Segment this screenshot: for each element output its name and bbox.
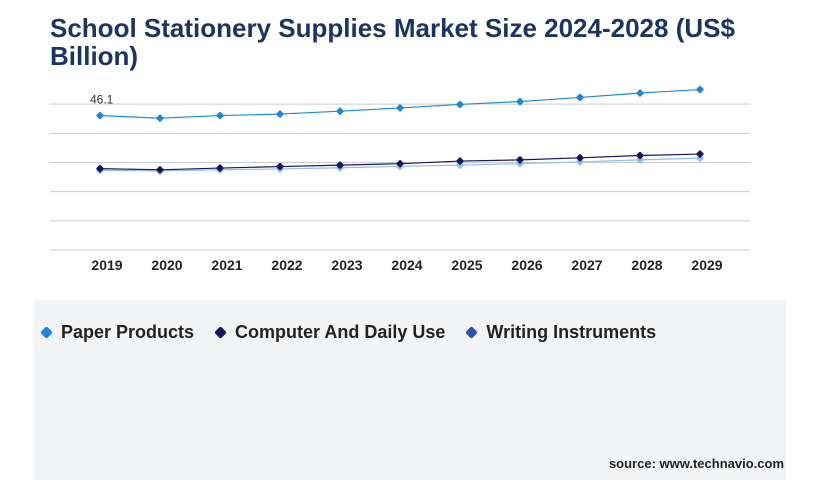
point-paper-products-2027 — [576, 93, 584, 102]
legend-item-paper-products: Paper Products — [38, 322, 194, 343]
x-tick-2022: 2022 — [271, 257, 302, 273]
point-paper-products-2028 — [636, 89, 644, 97]
x-tick-2025: 2025 — [451, 257, 482, 273]
point-computer-and-daily-use-2020 — [156, 166, 164, 174]
legend-item-writing-instruments: Writing Instruments — [463, 322, 656, 343]
x-tick-2026: 2026 — [511, 257, 542, 273]
x-axis-ticks: 2019 2020 2021 2022 2023 2024 2025 2026 2027 2028… — [91, 257, 722, 273]
legend-label-computer-and-daily-use: Computer And Daily Use — [235, 322, 446, 342]
x-tick-2028: 2028 — [631, 257, 662, 273]
point-computer-and-daily-use-2021 — [216, 164, 224, 172]
point-computer-and-daily-use-2023 — [336, 161, 344, 169]
point-computer-and-daily-use-2027 — [576, 154, 584, 162]
point-computer-and-daily-use-2019 — [96, 164, 104, 173]
point-paper-products-2026 — [516, 97, 524, 106]
point-paper-products-2022 — [276, 110, 284, 118]
x-tick-2019: 2019 — [91, 257, 122, 273]
legend-marker-paper-products — [40, 326, 53, 339]
x-tick-2029: 2029 — [691, 257, 722, 273]
point-computer-and-daily-use-2029 — [696, 150, 704, 158]
x-tick-2024: 2024 — [391, 257, 422, 273]
point-paper-products-2023 — [336, 107, 344, 115]
data-label-2019: 46.1 — [90, 93, 114, 107]
point-computer-and-daily-use-2022 — [276, 162, 284, 171]
series-lines — [99, 88, 701, 172]
series-points — [96, 85, 704, 175]
data-labels: 46.1 — [90, 93, 114, 107]
point-paper-products-2021 — [216, 111, 224, 120]
point-paper-products-2024 — [396, 104, 404, 112]
legend-label-paper-products: Paper Products — [61, 322, 195, 342]
point-writing-instruments-2028 — [636, 156, 644, 164]
legend-item-computer-and-daily-use: Computer And Daily Use — [212, 322, 445, 343]
point-paper-products-2019 — [96, 111, 104, 120]
x-tick-2027: 2027 — [571, 257, 602, 273]
point-computer-and-daily-use-2024 — [396, 159, 404, 168]
line-chart: 46.1 2019 2020 2021 2022 2023 2024 2025 2026 202… — [50, 85, 750, 273]
gridlines — [50, 103, 750, 251]
point-computer-and-daily-use-2028 — [636, 151, 644, 160]
point-paper-products-2025 — [456, 100, 464, 109]
legend-marker-computer-and-daily-use — [214, 326, 227, 339]
x-tick-2021: 2021 — [211, 257, 242, 273]
x-tick-2023: 2023 — [331, 257, 362, 273]
point-computer-and-daily-use-2026 — [516, 156, 524, 164]
x-tick-2020: 2020 — [151, 257, 182, 273]
legend-marker-writing-instruments — [465, 326, 479, 339]
chart-title: School Stationery Supplies Market Size 2… — [50, 13, 735, 71]
point-computer-and-daily-use-2025 — [456, 157, 464, 165]
legend: Paper Products Computer And Daily Use Wr… — [38, 322, 674, 343]
point-paper-products-2020 — [156, 114, 164, 122]
legend-label-writing-instruments: Writing Instruments — [486, 322, 657, 342]
source-credit: source: www.technavio.com — [608, 456, 784, 471]
point-paper-products-2029 — [696, 85, 704, 94]
legend-panel — [34, 300, 786, 480]
